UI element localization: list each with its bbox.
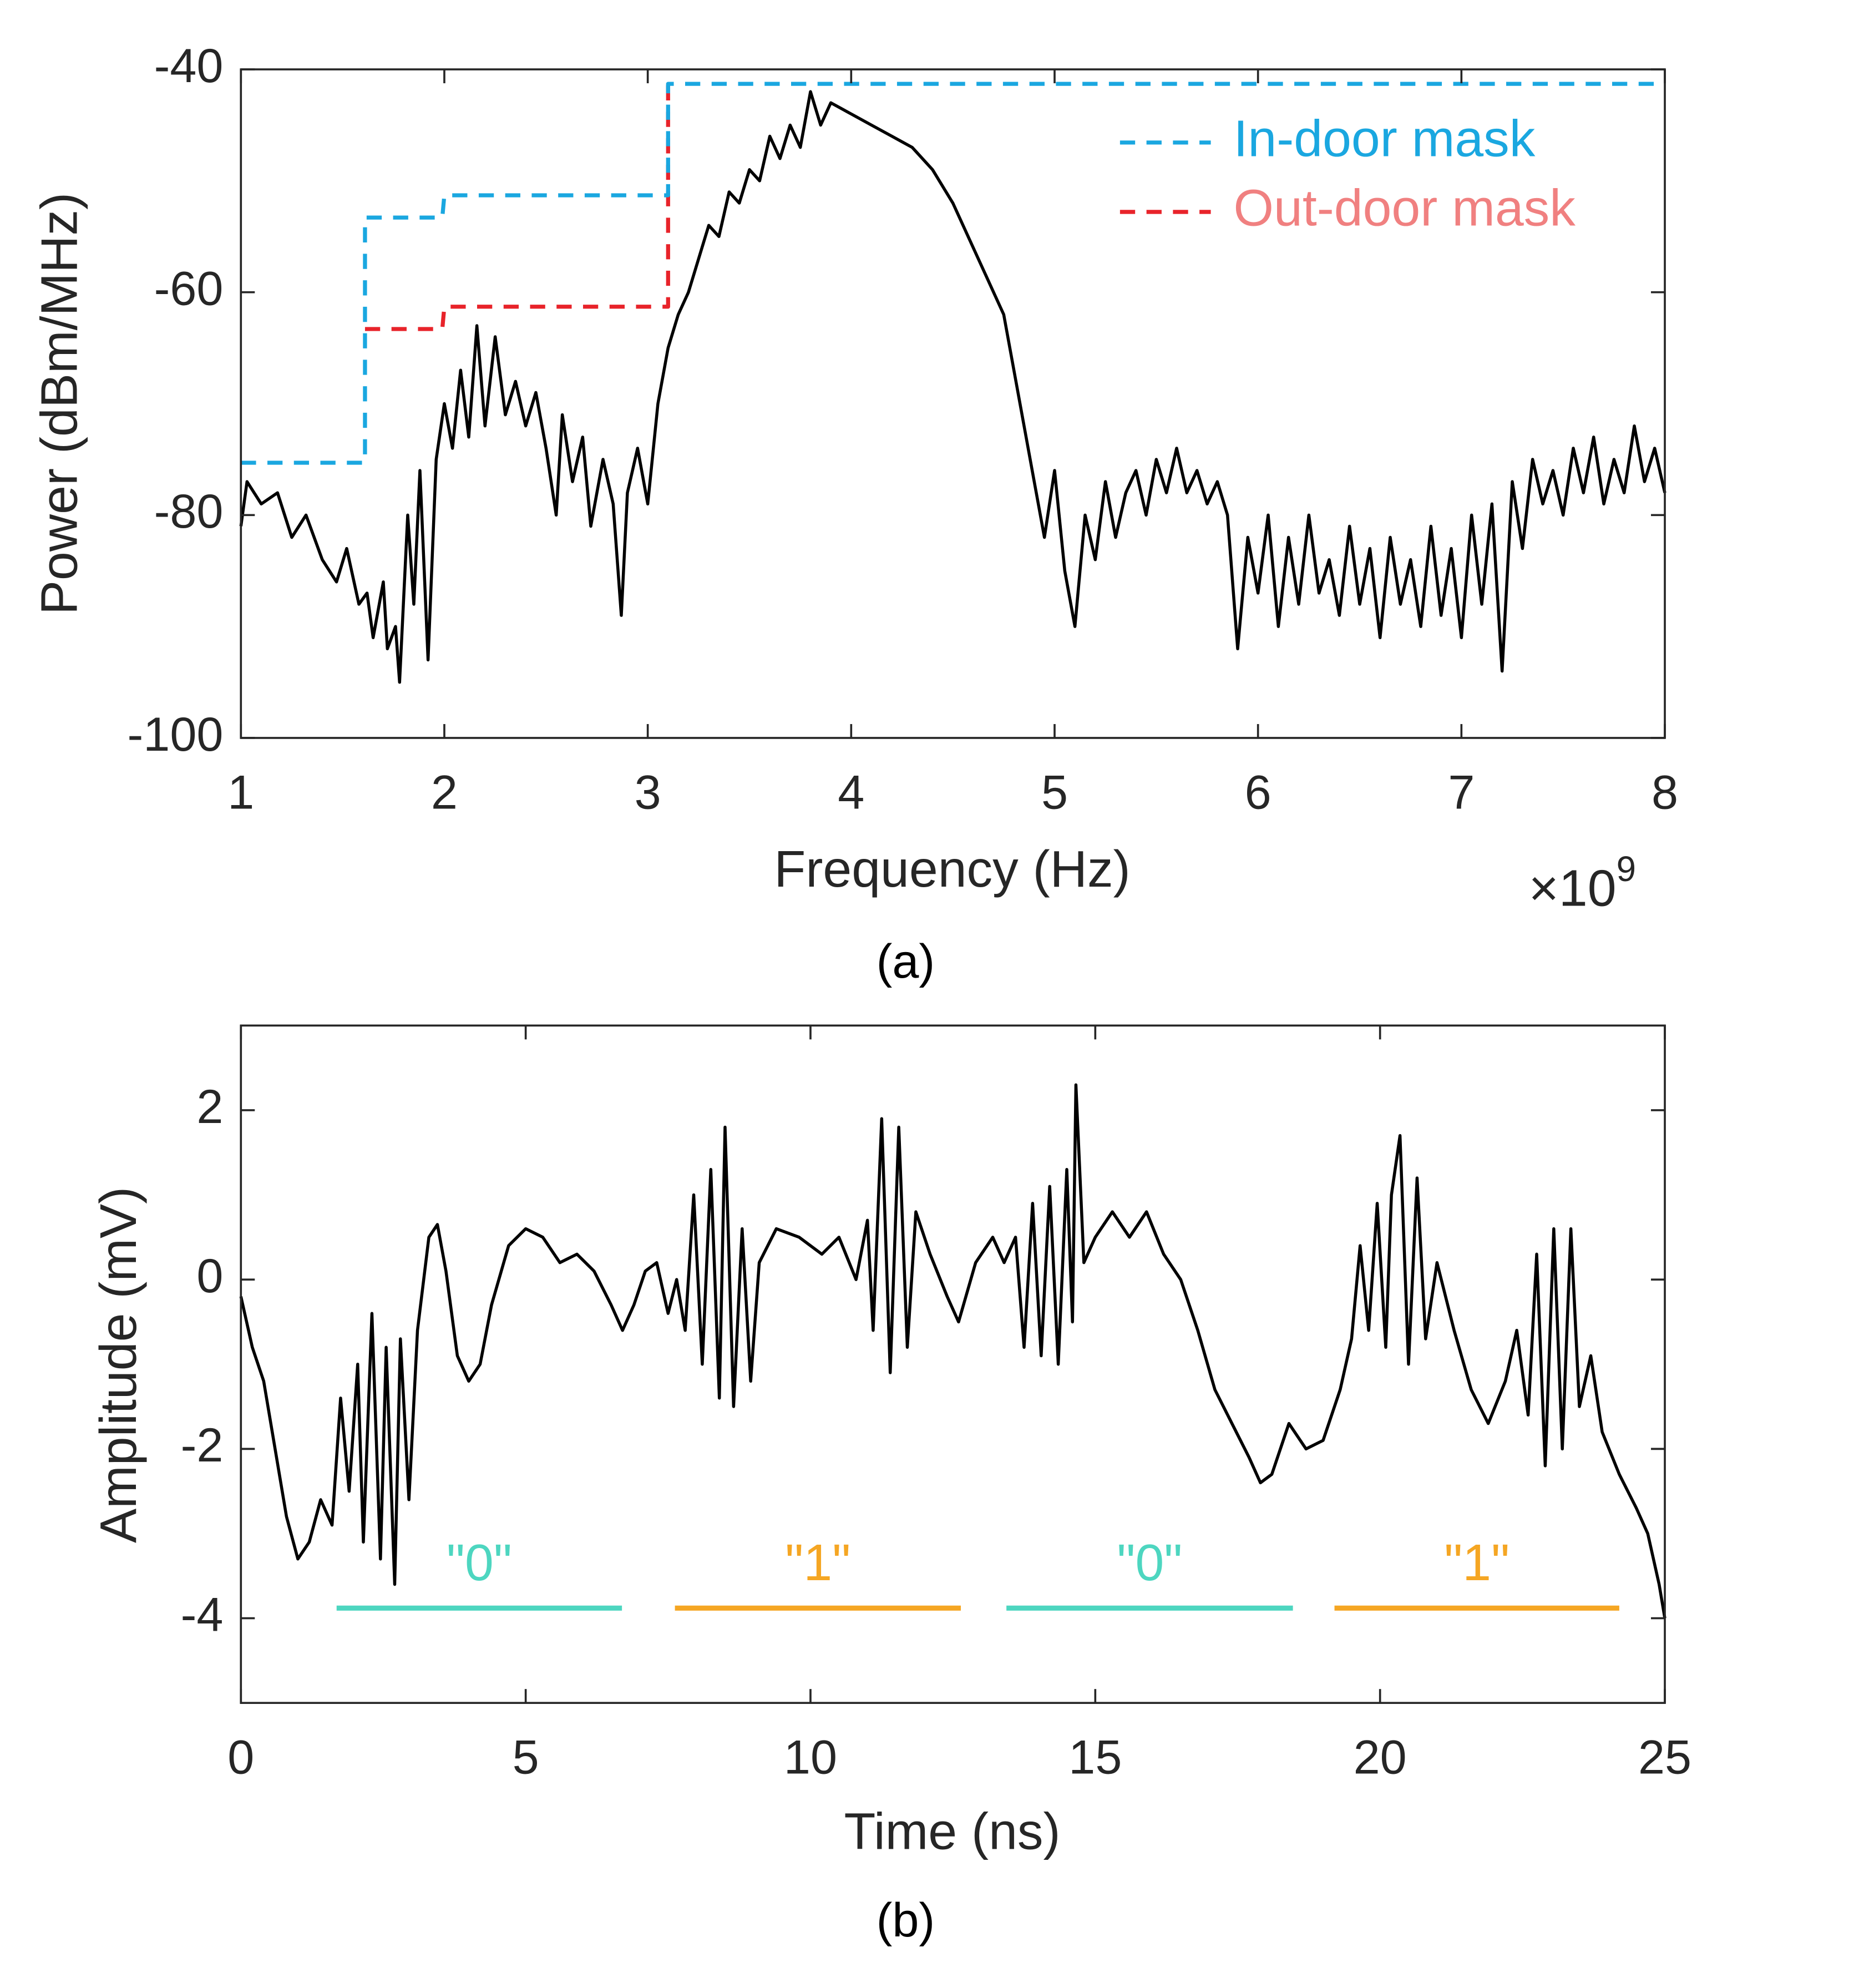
- y-tick-label: -80: [154, 485, 224, 538]
- caption: (b): [877, 1894, 935, 1947]
- bit-label: "0": [1117, 1534, 1182, 1591]
- mask-line: [241, 82, 1665, 465]
- y-tick-label: -4: [181, 1588, 224, 1641]
- x-tick-label: 25: [1638, 1731, 1691, 1784]
- mask-line: [364, 84, 670, 331]
- bit-label: "0": [447, 1534, 512, 1591]
- bit-label: "1": [1444, 1534, 1509, 1591]
- x-tick-label: 5: [1041, 766, 1068, 819]
- y-axis-label: Power (dBm/MHz): [30, 193, 88, 615]
- signal-line: [239, 1083, 1666, 1619]
- x-tick-label: 3: [635, 766, 661, 819]
- y-tick-label: 0: [196, 1250, 223, 1303]
- bit-label: "1": [785, 1534, 850, 1591]
- x-multiplier: ×109: [1528, 849, 1636, 917]
- caption: (a): [877, 935, 935, 988]
- multiplier-exponent: 9: [1617, 849, 1636, 889]
- y-tick-label: -2: [181, 1419, 224, 1472]
- y-axis-label: Amplitude (mV): [89, 1187, 147, 1543]
- plot-area: [241, 1025, 1665, 1703]
- x-tick-label: 7: [1448, 766, 1475, 819]
- x-tick-label: 10: [784, 1731, 837, 1784]
- y-tick-label: -60: [154, 262, 224, 316]
- y-tick-label: -100: [128, 708, 224, 761]
- x-tick-label: 6: [1245, 766, 1271, 819]
- legend-label: In-door mask: [1234, 110, 1536, 168]
- legend-label: Out-door mask: [1234, 179, 1576, 237]
- multiplier-base: ×10: [1528, 859, 1616, 917]
- y-tick-label: 2: [196, 1080, 223, 1134]
- y-tick-label: -40: [154, 39, 224, 93]
- x-tick-label: 1: [227, 766, 254, 819]
- plot-area: [241, 69, 1665, 738]
- x-tick-label: 4: [838, 766, 864, 819]
- x-tick-label: 8: [1652, 766, 1678, 819]
- axes-box: [240, 1024, 1666, 1704]
- x-tick-label: 2: [431, 766, 458, 819]
- x-tick-label: 15: [1068, 1731, 1122, 1784]
- x-tick-label: 0: [227, 1731, 254, 1784]
- x-tick-label: 20: [1354, 1731, 1407, 1784]
- axes-box: [240, 68, 1666, 739]
- x-axis-label: Frequency (Hz): [774, 840, 1130, 898]
- x-axis-label: Time (ns): [844, 1803, 1060, 1860]
- x-tick-label: 5: [513, 1731, 539, 1784]
- signal-line: [239, 90, 1666, 684]
